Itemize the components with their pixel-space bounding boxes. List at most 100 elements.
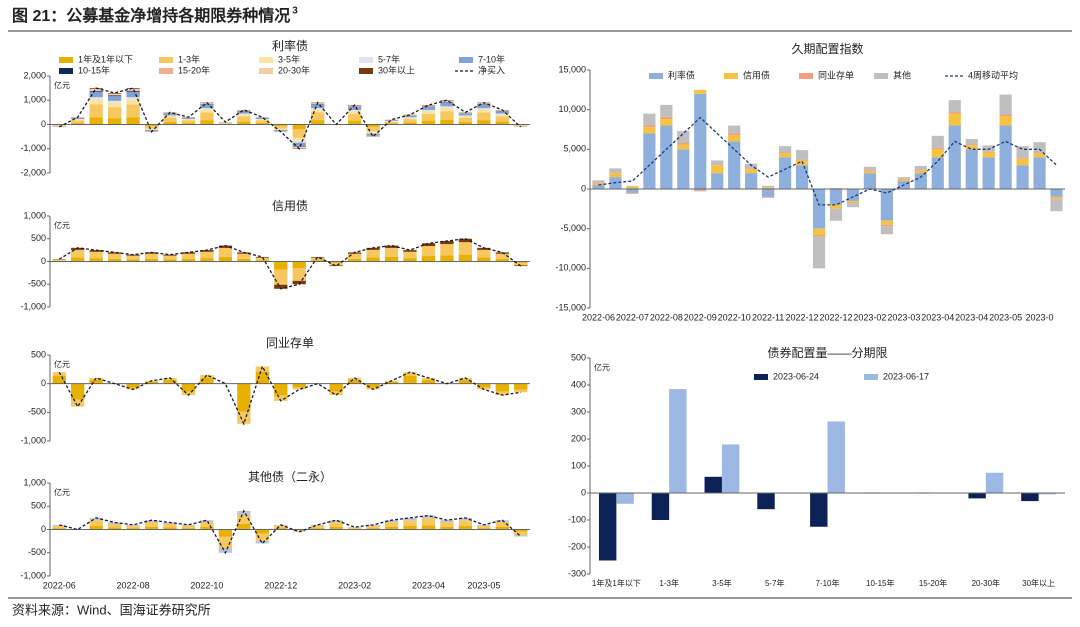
x-tick-label: 2023-05 bbox=[467, 580, 500, 590]
bar bbox=[384, 522, 399, 527]
bar bbox=[999, 114, 1012, 117]
bar bbox=[440, 244, 454, 256]
bar bbox=[89, 117, 103, 125]
bar bbox=[71, 383, 85, 400]
bar bbox=[163, 527, 177, 530]
figure-title: 图 21：公募基金净增持各期限券种情况 bbox=[12, 6, 290, 25]
bar bbox=[495, 522, 509, 527]
bar bbox=[126, 91, 140, 98]
bar bbox=[477, 112, 491, 121]
y-tick-label: 0 bbox=[41, 378, 46, 388]
bar bbox=[255, 256, 269, 258]
bar bbox=[144, 129, 159, 132]
bar bbox=[609, 173, 622, 178]
legend-label: 3-5年 bbox=[278, 53, 300, 64]
bar bbox=[107, 523, 122, 528]
bar bbox=[812, 236, 826, 269]
chart-title: 同业存单 bbox=[266, 336, 314, 350]
bar bbox=[948, 100, 961, 113]
bar bbox=[347, 113, 362, 121]
bar bbox=[795, 165, 809, 189]
line bbox=[58, 364, 521, 426]
y-tick-label: 0 bbox=[41, 119, 46, 129]
bar bbox=[403, 526, 417, 530]
bar bbox=[421, 377, 436, 380]
bar bbox=[421, 246, 436, 257]
bar bbox=[1033, 153, 1046, 158]
bar bbox=[458, 242, 473, 255]
bar bbox=[274, 284, 288, 289]
bar bbox=[181, 524, 196, 526]
bar bbox=[880, 220, 893, 225]
chart-title: 信用债 bbox=[272, 199, 308, 213]
bar bbox=[89, 526, 103, 530]
bar bbox=[421, 113, 436, 121]
bar bbox=[347, 379, 362, 384]
bar bbox=[52, 259, 66, 261]
bar bbox=[89, 258, 103, 262]
bar bbox=[237, 114, 251, 117]
bar bbox=[762, 185, 775, 188]
y-tick-label: 500 bbox=[31, 501, 46, 511]
bar bbox=[1050, 189, 1063, 197]
bar bbox=[948, 112, 961, 114]
bar bbox=[421, 107, 436, 110]
bar bbox=[421, 109, 436, 111]
bar bbox=[704, 476, 722, 493]
bar bbox=[163, 115, 177, 117]
bar bbox=[366, 132, 380, 134]
bar bbox=[366, 249, 380, 258]
bar bbox=[846, 189, 860, 201]
bar bbox=[237, 113, 251, 115]
y-tick-label: 5,000 bbox=[563, 144, 586, 154]
bar bbox=[347, 120, 362, 125]
x-tick-label: 1-3年 bbox=[659, 578, 679, 588]
bar bbox=[626, 189, 639, 193]
bar bbox=[660, 119, 673, 126]
bar bbox=[274, 269, 288, 285]
x-tick-label: 2022-06 bbox=[582, 312, 615, 322]
y-tick-label: 0 bbox=[581, 487, 586, 497]
bar bbox=[660, 104, 673, 117]
bar bbox=[144, 520, 159, 523]
bar bbox=[311, 256, 325, 258]
bar bbox=[311, 112, 325, 121]
bar bbox=[107, 258, 122, 262]
y-tick-label: 1,000 bbox=[23, 210, 46, 220]
bar bbox=[311, 120, 325, 125]
bar bbox=[71, 399, 85, 407]
bar bbox=[237, 258, 251, 262]
bar bbox=[1050, 199, 1063, 212]
bar bbox=[440, 119, 454, 125]
bar bbox=[274, 129, 288, 132]
bar bbox=[292, 142, 306, 147]
bar bbox=[982, 145, 995, 152]
bar bbox=[592, 185, 605, 189]
bar bbox=[89, 88, 103, 91]
bar bbox=[458, 116, 473, 118]
bar bbox=[384, 256, 399, 262]
bar bbox=[163, 522, 177, 524]
bar bbox=[458, 520, 473, 527]
bar bbox=[200, 250, 214, 252]
bar bbox=[107, 92, 122, 94]
bar bbox=[440, 106, 454, 108]
bar bbox=[144, 128, 159, 130]
bar bbox=[163, 254, 177, 256]
bar bbox=[292, 387, 306, 390]
bar bbox=[982, 157, 995, 189]
bar bbox=[694, 89, 707, 94]
bar bbox=[218, 245, 233, 248]
bar bbox=[200, 108, 214, 110]
bar bbox=[255, 366, 269, 372]
bar bbox=[403, 250, 417, 252]
bar bbox=[347, 527, 362, 529]
bar bbox=[514, 124, 528, 126]
bar bbox=[626, 185, 639, 187]
bar bbox=[931, 147, 944, 150]
bar bbox=[880, 224, 893, 227]
bar bbox=[329, 391, 343, 396]
bar bbox=[126, 104, 140, 118]
bar bbox=[200, 109, 214, 113]
bar bbox=[255, 260, 269, 262]
